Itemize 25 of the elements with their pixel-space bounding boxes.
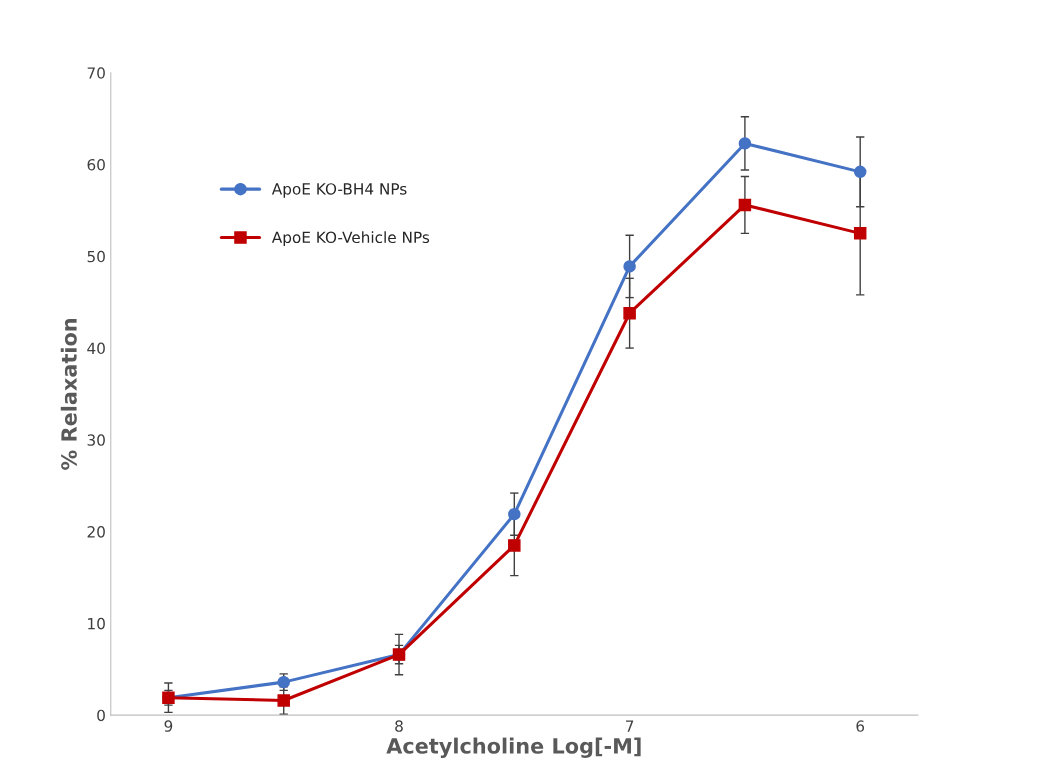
x-tick-label: 6 [856, 720, 865, 732]
x-axis-title: Acetylcholine Log[-M] [386, 737, 641, 758]
point [277, 694, 290, 707]
y-tick-label: 10 [88, 617, 105, 630]
y-tick-label: 20 [87, 526, 105, 538]
y-tick-label: 30 [87, 434, 105, 446]
legend-label: ApoE KO-Vehicle NPs [271, 231, 430, 247]
point [623, 260, 636, 273]
point [508, 507, 521, 521]
point [738, 137, 752, 150]
point [853, 165, 867, 179]
legend-label: ApoE KO-BH4 NPs [271, 183, 407, 198]
x-tick-label: 7 [626, 720, 634, 732]
y-tick-label: 70 [87, 67, 105, 79]
y-tick-label: 0 [97, 709, 105, 722]
point [508, 539, 521, 552]
y-tick-label: 40 [87, 342, 105, 355]
y-tick-label: 50 [87, 250, 105, 263]
point [623, 306, 636, 320]
point [853, 227, 867, 240]
y-tick-label: 60 [87, 159, 105, 171]
x-tick-label: 8 [395, 720, 403, 732]
x-tick-label: 9 [164, 720, 173, 732]
point [738, 198, 752, 212]
y-axis-title: % Relaxation [60, 318, 77, 470]
